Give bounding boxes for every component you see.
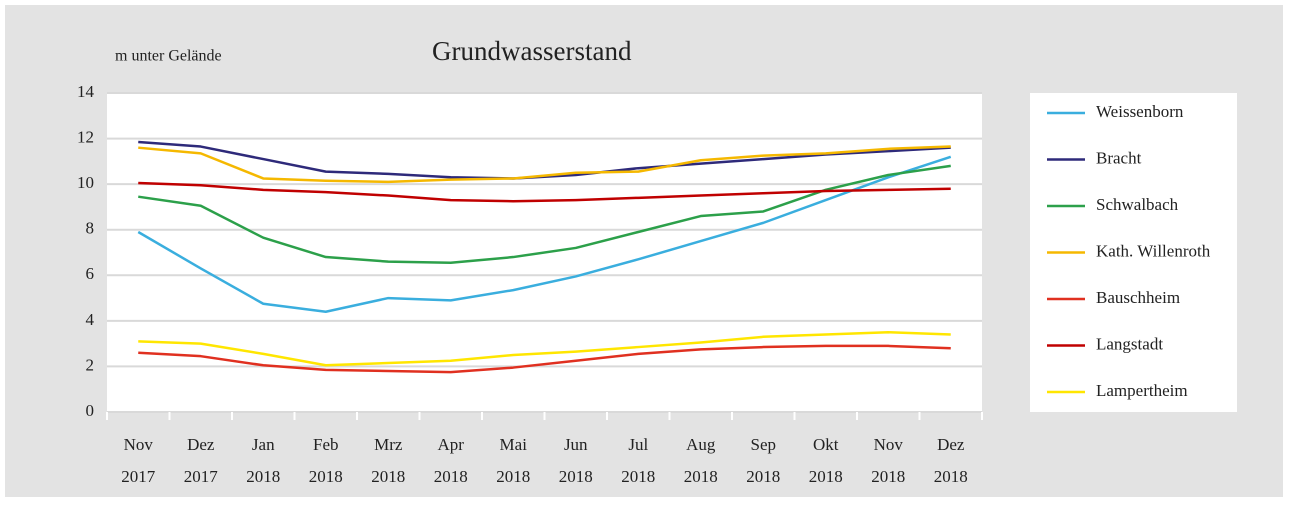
- x-tick-label: 2018: [621, 467, 655, 486]
- series-line: [138, 331, 951, 367]
- x-tick-label: Sep: [751, 435, 777, 454]
- legend-label: Bracht: [1096, 148, 1142, 167]
- series-line: [138, 344, 951, 374]
- x-tick-label: Dez: [937, 435, 965, 454]
- x-tick-label: Nov: [124, 435, 154, 454]
- x-tick-label: 2018: [434, 467, 468, 486]
- legend-label: Schwalbach: [1096, 195, 1179, 214]
- x-tick-label: 2018: [871, 467, 905, 486]
- x-tick-label: Jul: [628, 435, 648, 454]
- x-tick-label: Aug: [686, 435, 716, 454]
- y-tick-label: 14: [77, 82, 95, 101]
- x-tick-label: Nov: [874, 435, 904, 454]
- x-tick-label: 2017: [184, 467, 219, 486]
- x-tick-label: 2018: [746, 467, 780, 486]
- x-tick-label: Feb: [313, 435, 339, 454]
- x-tick-label: Mai: [500, 435, 528, 454]
- legend-label: Lampertheim: [1096, 381, 1188, 400]
- x-tick-label: 2018: [246, 467, 280, 486]
- chart-title: Grundwasserstand: [432, 36, 632, 66]
- y-tick-label: 8: [86, 219, 95, 238]
- x-tick-label: Jan: [252, 435, 275, 454]
- x-tick-label: Mrz: [374, 435, 403, 454]
- x-tick-label: Dez: [187, 435, 215, 454]
- legend-label: Langstadt: [1096, 334, 1163, 353]
- x-tick-label: 2018: [559, 467, 593, 486]
- series-line: [138, 181, 951, 203]
- x-tick-label: 2018: [684, 467, 718, 486]
- y-tick-label: 6: [86, 264, 95, 283]
- x-tick-label: Jun: [564, 435, 588, 454]
- x-tick-label: 2017: [121, 467, 156, 486]
- y-tick-label: 2: [86, 355, 95, 374]
- x-tick-label: Apr: [438, 435, 465, 454]
- x-tick-label: 2018: [371, 467, 405, 486]
- legend-label: Weissenborn: [1096, 102, 1184, 121]
- x-tick-label: 2018: [934, 467, 968, 486]
- x-tick-label: Okt: [813, 435, 839, 454]
- y-tick-label: 0: [86, 401, 95, 420]
- x-tick-label: 2018: [809, 467, 843, 486]
- y-tick-label: 4: [86, 310, 95, 329]
- x-tick-label: 2018: [309, 467, 343, 486]
- series-line: [138, 145, 951, 184]
- y-tick-label: 10: [77, 173, 94, 192]
- x-tick-label: 2018: [496, 467, 530, 486]
- series-line: [138, 164, 951, 265]
- series-line: [137, 155, 952, 313]
- legend-label: Kath. Willenroth: [1096, 241, 1211, 260]
- y-tick-label: 12: [77, 127, 94, 146]
- y-axis-label: m unter Gelände: [115, 48, 222, 65]
- legend-label: Bauschheim: [1096, 288, 1180, 307]
